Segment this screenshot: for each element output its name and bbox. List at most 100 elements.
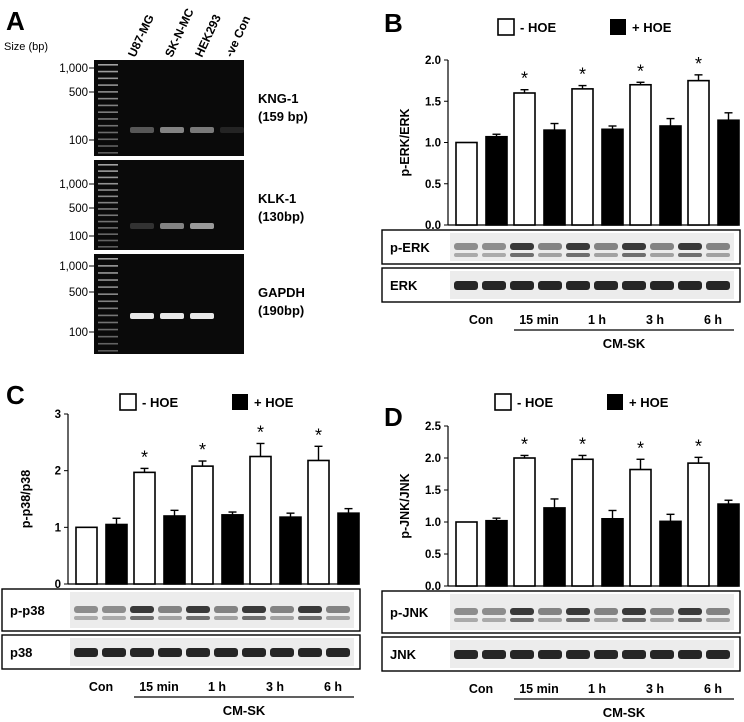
panel-d-blot-band-lower xyxy=(594,618,618,622)
ladder-band xyxy=(98,208,118,210)
panel-c-blot-band-lower xyxy=(298,616,322,620)
panel-d-bar-plus-hoe-0 xyxy=(485,519,508,587)
panel-d-blot-band xyxy=(454,608,478,615)
panel-b-blot-band xyxy=(482,281,506,290)
ladder-band xyxy=(98,170,118,172)
panel-b-blot-band-lower xyxy=(706,253,730,257)
panel-d-blot-band xyxy=(454,650,478,659)
ladder-band xyxy=(98,272,118,274)
panel-d-blot-band xyxy=(706,608,730,615)
panel-c-blot-band xyxy=(74,606,98,613)
panel-b-blot-band xyxy=(482,243,506,250)
panel-c-bar-plus-hoe-4 xyxy=(337,512,360,585)
ladder-band xyxy=(98,91,118,93)
panel-d-xlabel: CM-SK xyxy=(603,705,646,720)
panel-d-bar-plus-hoe-1 xyxy=(543,507,566,587)
ladder-band xyxy=(98,145,118,147)
panel-d-legend-label-0: - HOE xyxy=(517,395,553,410)
panel-c-bar-minus-hoe-1 xyxy=(133,471,156,585)
panel-c-blot-band-lower xyxy=(158,616,182,620)
panel-d-significance-1: * xyxy=(521,434,528,454)
panel-b-bar-minus-hoe-3 xyxy=(629,83,652,226)
ladder-band xyxy=(98,342,118,345)
panel-d-legend-swatch-0 xyxy=(494,393,512,411)
ladder-band xyxy=(98,265,118,267)
panel-b-bar-minus-hoe-2 xyxy=(571,88,594,226)
panel-d-blot-band-lower xyxy=(678,618,702,622)
panel-c-blot-label-1: p38 xyxy=(10,645,32,660)
panel-c-bar-plus-hoe-1 xyxy=(163,515,186,585)
panel-b-blot-band xyxy=(706,243,730,250)
panel-c-bar-plus-hoe-0 xyxy=(105,523,128,585)
panel-c-xlabel: CM-SK xyxy=(223,703,266,718)
panel-d-bar-plus-hoe-3 xyxy=(659,520,682,587)
panel-b-blot-band-lower xyxy=(650,253,674,257)
size-tick-2: 100 xyxy=(69,135,88,147)
panel-d-blot-band xyxy=(538,650,562,659)
ladder-band xyxy=(98,328,118,331)
ladder-band xyxy=(98,97,118,100)
panel-b-significance-4: * xyxy=(695,54,702,74)
panel-b-bar-minus-hoe-1 xyxy=(513,92,536,226)
panel-b-ytick-label-1: 0.5 xyxy=(425,179,442,191)
panel-c-blot-band-lower xyxy=(130,616,154,620)
ladder-band xyxy=(98,189,118,191)
panel-b-bar-minus-hoe-4 xyxy=(687,79,710,226)
gel-band xyxy=(130,127,154,133)
panel-d-blot-band xyxy=(706,650,730,659)
panel-c-blot-band-lower xyxy=(242,616,266,620)
panel-c-blot-band xyxy=(298,648,322,657)
gel-band xyxy=(190,223,214,229)
panel-d-blot-band xyxy=(650,650,674,659)
panel-b-ytick-label-2: 1.0 xyxy=(425,138,441,150)
gel-band xyxy=(130,223,154,229)
panel-c-xtick-label-1: 15 min xyxy=(139,680,179,694)
panel-c-blot-band xyxy=(270,606,294,613)
panel-d-blot-band-lower xyxy=(510,618,534,622)
panel-c-blot-band xyxy=(326,606,350,613)
panel-c-blot-band xyxy=(186,648,210,657)
panel-c-xtick-label-0: Con xyxy=(89,680,113,694)
panel-c-blot-band-lower xyxy=(270,616,294,620)
panel-b-blot-band-lower xyxy=(594,253,618,257)
panel-b-blot-band xyxy=(510,243,534,250)
panel-b-blot-band xyxy=(678,243,702,250)
panel-d-blot-band-lower xyxy=(482,618,506,622)
panel-b-bar-minus-hoe-0 xyxy=(455,141,478,226)
size-tick-2: 100 xyxy=(69,231,88,243)
ladder-band xyxy=(98,321,118,324)
panel-d-blot-band xyxy=(622,650,646,659)
panel-c-ytick-label-1: 1 xyxy=(55,522,62,534)
panel-d-xtick-label-4: 6 h xyxy=(704,682,722,696)
panel-b-blot-band xyxy=(538,281,562,290)
panel-b-significance-2: * xyxy=(579,65,586,85)
panel-b-blot-label-0: p-ERK xyxy=(390,240,430,255)
panel-c-significance-4: * xyxy=(315,425,322,445)
ladder-band xyxy=(98,350,118,352)
panel-c-blot-band-lower xyxy=(214,616,238,620)
ladder-band xyxy=(98,286,118,288)
panel-c-ytick-label-0: 0 xyxy=(55,579,61,591)
size-tick-1: 500 xyxy=(69,87,88,99)
panel-b-blot-band xyxy=(594,281,618,290)
panel-d-ytick-label-0: 0.0 xyxy=(425,581,441,593)
panel-b-blot-band-lower xyxy=(678,253,702,257)
panel-b-bar-plus-hoe-1 xyxy=(543,129,566,226)
panel-d-blot-label-1: JNK xyxy=(390,647,417,662)
gel-image-gapdh xyxy=(94,254,244,354)
size-tick-0: 1,000 xyxy=(59,63,88,75)
gel-sublabel-2: (190bp) xyxy=(258,303,304,318)
gel-band xyxy=(130,313,154,319)
panel-c-bar-plus-hoe-3 xyxy=(279,516,302,585)
gel-band xyxy=(160,127,184,133)
panel-d-bar-plus-hoe-2 xyxy=(601,517,624,587)
panel-c-significance-2: * xyxy=(199,440,206,460)
panel-b-xtick-label-2: 1 h xyxy=(588,313,606,327)
panel-d-xtick-label-0: Con xyxy=(469,682,493,696)
ladder-band xyxy=(98,335,118,338)
ladder-band xyxy=(98,182,118,185)
panel-c-blot-band xyxy=(186,606,210,613)
panel-c-bar-minus-hoe-2 xyxy=(191,465,214,585)
panel-d-xtick-label-3: 3 h xyxy=(646,682,664,696)
